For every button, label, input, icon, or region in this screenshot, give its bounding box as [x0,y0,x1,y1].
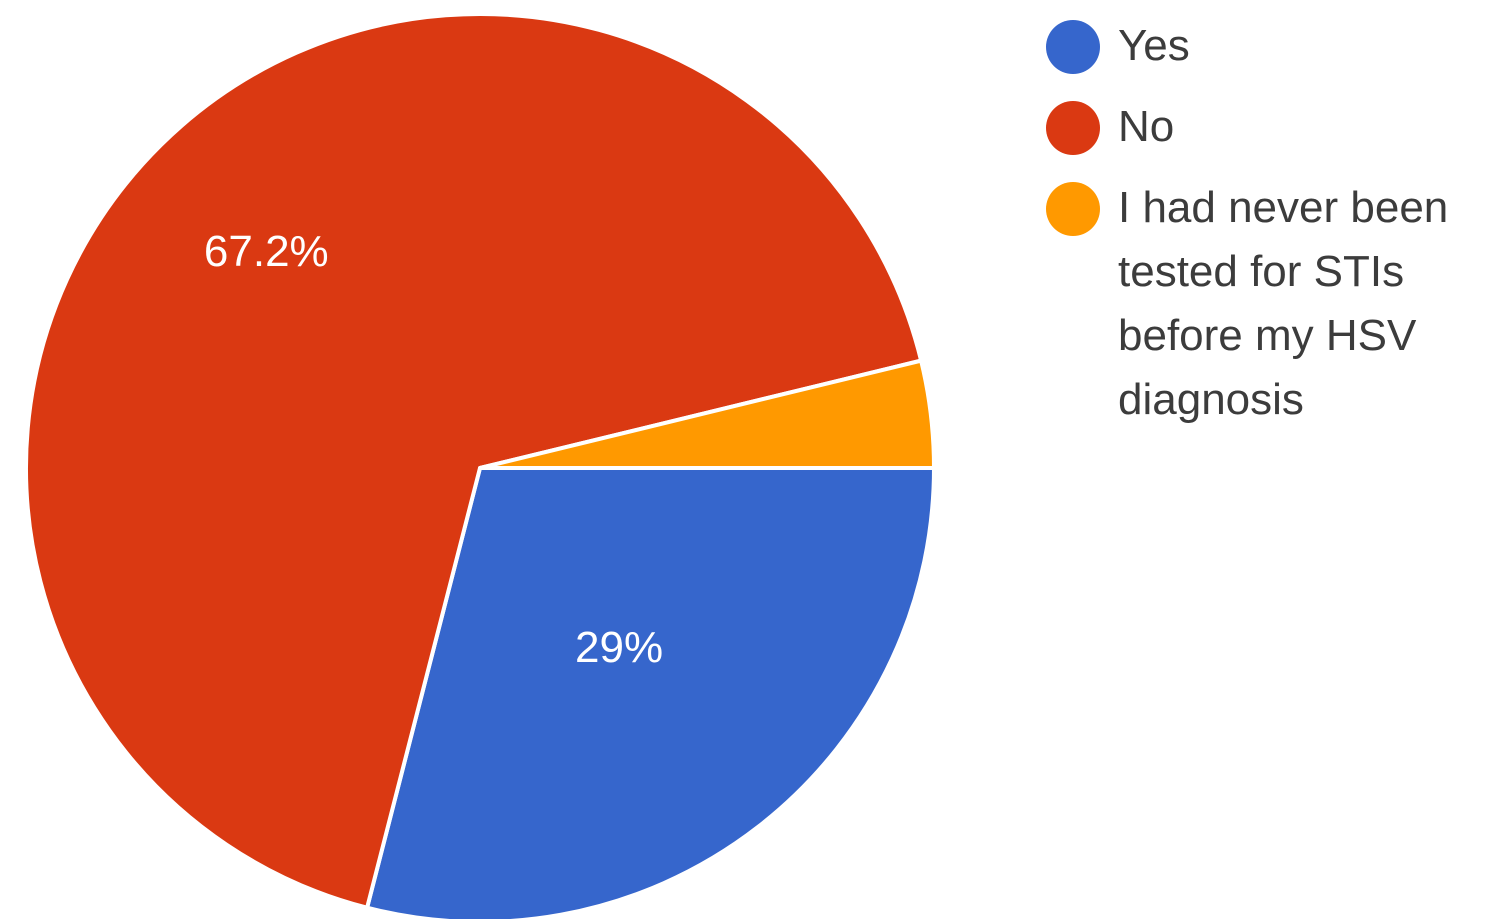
legend-swatch-0 [1046,20,1100,74]
legend-label-2: I had never been tested for STIs before … [1118,183,1449,424]
legend-item-2: I had never been tested for STIs before … [1046,176,1506,432]
legend-swatch-2 [1046,182,1100,236]
pie-slices [24,12,936,919]
pie-slice-2 [478,358,936,470]
legend: Yes No I had never been tested for STIs be… [1046,14,1506,449]
legend-item-1: No [1046,95,1506,159]
slice-label-1: 67.2% [204,227,329,276]
legend-label-1: No [1118,102,1175,151]
pie-slice-0 [365,466,936,919]
pie-slice-1 [24,12,924,910]
legend-item-0: Yes [1046,14,1506,78]
slice-label-0: 29% [575,623,663,672]
legend-swatch-1 [1046,101,1100,155]
slice-labels: 29% 67.2% [204,227,663,672]
legend-label-0: Yes [1118,21,1190,70]
